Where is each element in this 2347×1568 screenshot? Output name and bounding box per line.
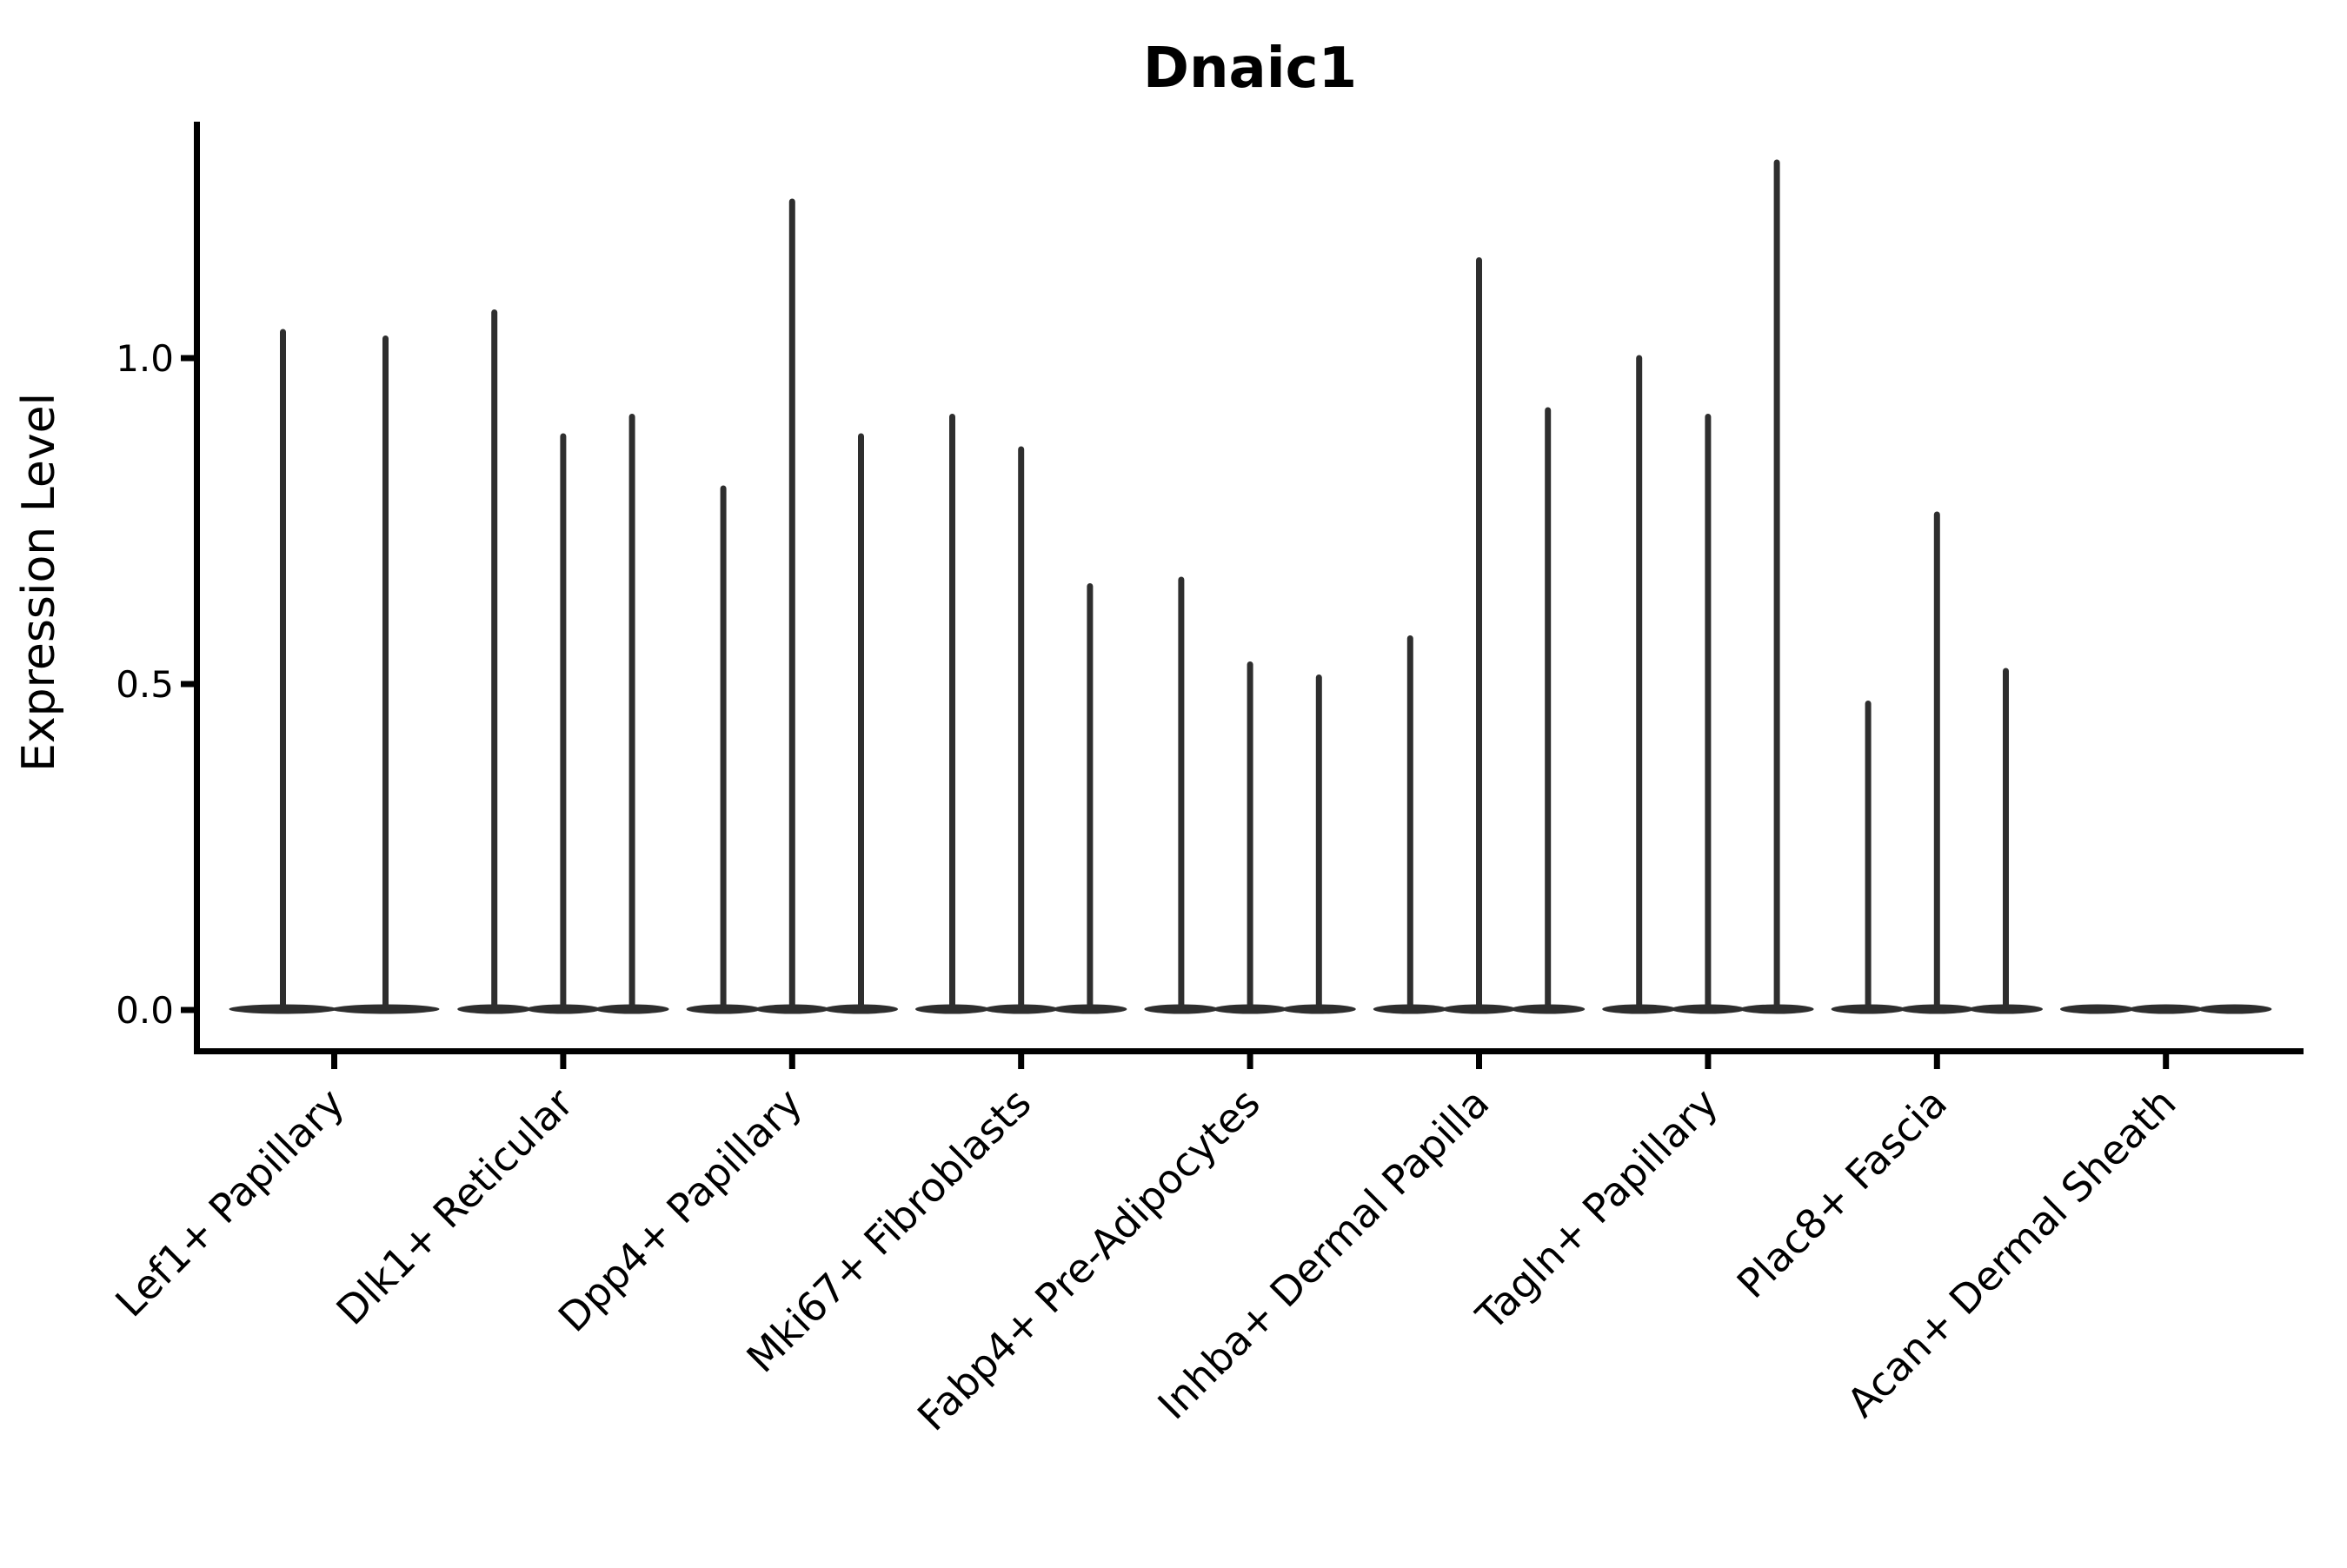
violin-group [915,414,1127,1014]
y-axis: 0.0 0.5 1.0 [116,122,200,1054]
violin-base [824,1004,898,1014]
violin-group [2060,1004,2272,1014]
violin-base [1969,1004,2043,1014]
y-axis-spine [194,122,200,1054]
x-tick [331,1054,337,1069]
x-tick-label: Lef1+ Papillary [106,1080,353,1326]
violin-group [229,329,440,1014]
y-tick-label: 1.0 [116,337,174,380]
violin-base [1442,1004,1516,1014]
violin-base [755,1004,829,1014]
x-axis-spine [194,1048,2304,1054]
violin-base [229,1004,337,1014]
violin-group [457,309,669,1014]
violin-base [1144,1004,1219,1014]
violin-base [1281,1004,1356,1014]
violin-base [915,1004,989,1014]
violin-group [686,198,898,1014]
violin-base [1831,1004,1905,1014]
y-tick [181,1007,194,1013]
violin-base [1511,1004,1586,1014]
y-tick-label: 0.0 [116,989,174,1032]
violin-base [1671,1004,1745,1014]
violin-series [229,159,2272,1014]
x-tick-label: Dpp4+ Papillary [549,1080,811,1341]
violin-base [2129,1004,2204,1014]
violin-base [595,1004,669,1014]
x-tick [1247,1054,1253,1069]
x-tick [1933,1054,1940,1069]
violin-group [1144,576,1356,1014]
violin-base [2060,1004,2134,1014]
violin-base [1053,1004,1127,1014]
x-tick [1018,1054,1025,1069]
violin-base [1602,1004,1677,1014]
x-tick [788,1054,795,1069]
y-tick-label: 0.5 [116,663,174,706]
violin-group [1831,511,2043,1014]
x-tick [1476,1054,1482,1069]
violin-base [2197,1004,2272,1014]
violin-group [1373,257,1586,1014]
x-tick-label: Dlk1+ Reticular [327,1080,582,1334]
violin-base [1899,1004,1974,1014]
violin-base [457,1004,532,1014]
violin-base [686,1004,761,1014]
violin-base [1213,1004,1287,1014]
x-tick [1705,1054,1712,1069]
chart-title: Dnaic1 [1143,37,1357,101]
violin-base [331,1004,440,1014]
violin-group [1602,159,1814,1014]
y-tick [181,681,194,688]
violin-base [526,1004,601,1014]
violin-base [1373,1004,1447,1014]
x-tick-label: Tagln+ Papillary [1466,1080,1727,1340]
x-tick-label: Plac8+ Fascia [1728,1080,1956,1307]
x-tick [2163,1054,2170,1069]
y-axis-label: Expression Level [13,393,65,772]
x-tick [560,1054,567,1069]
violin-base [1739,1004,1814,1014]
violin-base [984,1004,1059,1014]
y-tick [181,355,194,362]
